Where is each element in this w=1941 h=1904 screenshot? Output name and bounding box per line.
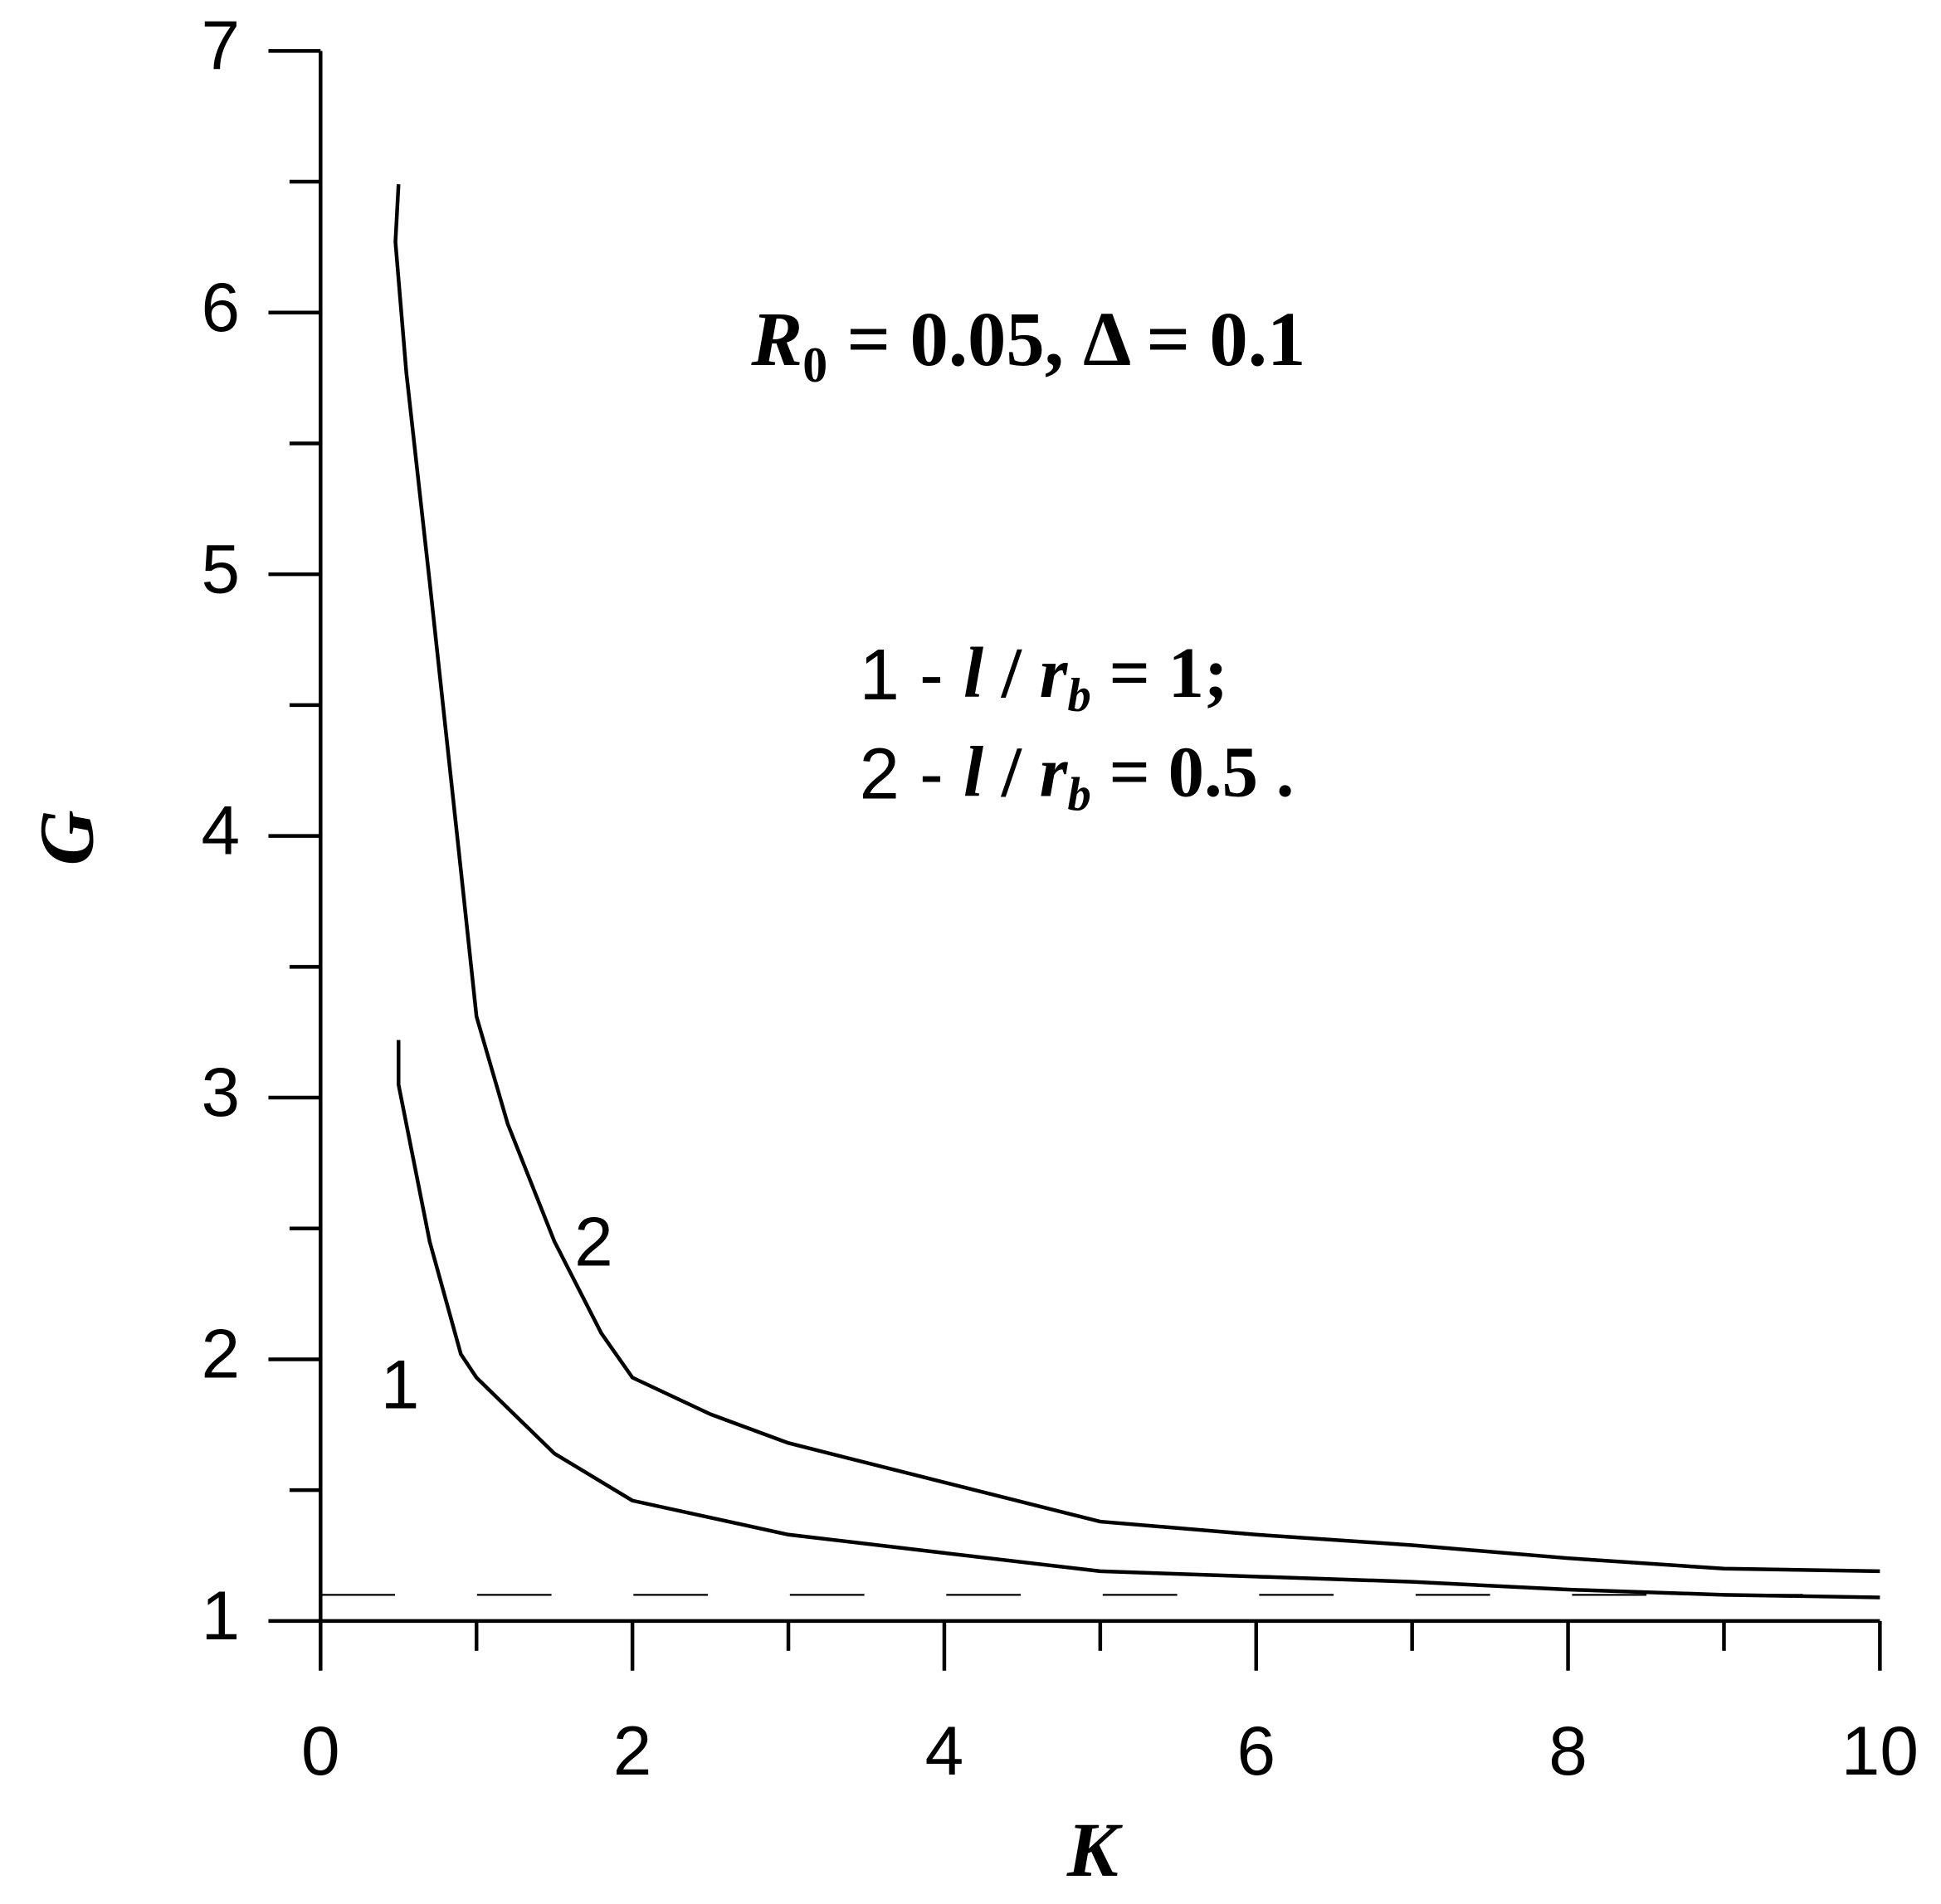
y-tick-label: 3 — [201, 1053, 240, 1131]
curve — [393, 184, 1880, 1574]
y-tick-label: 5 — [201, 529, 240, 607]
legend-text: = 1; — [1091, 633, 1228, 713]
y-tick-label: 7 — [201, 6, 240, 84]
params-text: = 0.05, Δ = 0.1 — [827, 297, 1305, 382]
x-axis-label: K — [1066, 1808, 1124, 1893]
legend-number: 1 - — [860, 635, 963, 715]
legend-line-2: 2 - l / rb = 0.5 . — [860, 732, 1295, 821]
legend-symbol: l — [963, 732, 983, 811]
y-tick-label: 6 — [201, 268, 240, 346]
legend-symbol: l — [963, 633, 983, 713]
x-tick-label: 6 — [1236, 1712, 1275, 1790]
params-subscript: 0 — [802, 338, 827, 392]
legend-subscript: b — [1067, 670, 1090, 722]
legend-symbol: r — [1040, 633, 1069, 713]
y-tick-label: 4 — [201, 791, 240, 869]
curve-label: 1 — [381, 1346, 420, 1424]
y-tick-label: 1 — [201, 1576, 240, 1654]
legend-text: / — [983, 732, 1040, 811]
x-tick-label: 10 — [1841, 1712, 1919, 1790]
legend-symbol: r — [1040, 732, 1069, 811]
params-annotation: R0 = 0.05, Δ = 0.1 — [750, 297, 1305, 392]
legend-text: / — [983, 633, 1040, 713]
y-axis-label: G — [24, 810, 110, 865]
x-tick-label: 4 — [925, 1712, 964, 1790]
legend-number: 2 - — [860, 733, 963, 814]
legend-subscript: b — [1067, 769, 1090, 821]
x-tick-label: 8 — [1548, 1712, 1587, 1790]
params-symbol: R — [750, 297, 802, 382]
x-tick-label: 2 — [613, 1712, 652, 1790]
curve — [397, 1040, 1880, 1600]
legend-line-1: 1 - l / rb = 1; — [860, 633, 1228, 722]
x-tick-label: 0 — [301, 1712, 340, 1790]
y-tick-label: 2 — [201, 1315, 240, 1393]
curve-label: 2 — [574, 1203, 613, 1281]
legend-text: = 0.5 . — [1091, 732, 1295, 811]
